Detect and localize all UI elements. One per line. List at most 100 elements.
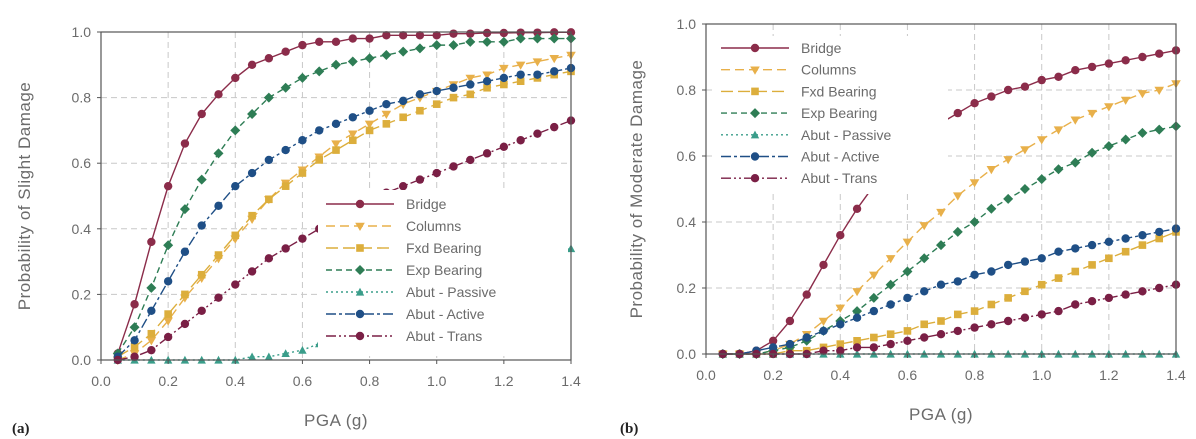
y-tick-label: 0.4 — [677, 214, 697, 230]
data-point — [550, 122, 559, 132]
axes-frame — [705, 23, 1177, 355]
series-exp-bearing — [112, 33, 576, 359]
data-point — [515, 61, 526, 70]
data-point — [936, 280, 946, 289]
data-point — [331, 59, 341, 70]
legend-label: Columns — [801, 62, 856, 78]
data-point — [785, 339, 795, 349]
legend: Bridge Columns Fxd Bearing Exp Bearing Abut … — [318, 190, 568, 356]
y-tick-label: 0.4 — [72, 221, 92, 237]
data-point — [869, 271, 879, 280]
data-point — [398, 96, 408, 106]
data-point — [1020, 82, 1030, 91]
data-point — [835, 304, 846, 313]
data-point — [970, 307, 979, 315]
data-point — [1120, 134, 1131, 145]
data-point — [1104, 293, 1114, 303]
data-point — [1155, 227, 1164, 237]
data-point — [1121, 56, 1130, 65]
data-point — [179, 204, 190, 215]
data-point — [197, 270, 206, 279]
legend-label: Fxd Bearing — [801, 83, 876, 99]
data-point — [247, 267, 257, 276]
panel-label: (b) — [620, 421, 638, 437]
data-point — [1003, 85, 1013, 95]
data-point — [869, 343, 879, 352]
data-point — [416, 106, 424, 115]
data-point — [1088, 261, 1096, 269]
data-point — [382, 31, 391, 40]
legend-marker — [750, 43, 760, 53]
legend-marker — [355, 199, 365, 209]
data-point — [482, 28, 492, 38]
data-point — [180, 139, 190, 148]
data-point — [836, 340, 845, 348]
data-point — [836, 320, 845, 329]
x-tick-label: 0.2 — [763, 367, 783, 383]
data-point — [197, 306, 206, 315]
data-point — [1104, 59, 1114, 68]
data-point — [432, 168, 441, 178]
data-point — [1019, 184, 1030, 194]
data-point — [885, 279, 896, 290]
x-axis-label: PGA (g) — [909, 405, 973, 424]
data-point — [146, 282, 157, 293]
data-point — [466, 90, 475, 99]
y-tick-label: 0.8 — [72, 90, 92, 106]
data-point — [281, 145, 290, 155]
legend-marker — [356, 244, 364, 252]
data-point — [852, 288, 862, 297]
data-point — [1037, 310, 1046, 319]
data-point — [902, 238, 913, 247]
data-point — [1053, 126, 1064, 135]
data-point — [164, 310, 172, 318]
data-point — [1121, 290, 1130, 299]
data-point — [466, 155, 475, 165]
data-point — [264, 54, 274, 63]
legend-label: Abut - Passive — [801, 127, 891, 143]
data-point — [197, 109, 206, 119]
data-point — [364, 120, 375, 129]
data-point — [952, 226, 963, 237]
data-point — [1054, 72, 1063, 82]
panel-label: (a) — [12, 421, 30, 437]
data-point — [1070, 116, 1081, 125]
data-point — [331, 140, 341, 149]
series-line — [117, 67, 572, 358]
y-tick-label: 1.0 — [72, 24, 92, 40]
data-point — [1037, 280, 1046, 289]
data-point — [802, 290, 811, 299]
data-point — [516, 28, 525, 37]
data-point — [868, 292, 879, 303]
data-point — [331, 37, 341, 47]
y-tick-label: 0.0 — [72, 352, 92, 368]
x-tick-label: 0.0 — [91, 373, 111, 389]
data-point — [1003, 193, 1014, 204]
data-point — [870, 333, 878, 342]
data-point — [768, 343, 778, 352]
data-point — [348, 113, 357, 122]
data-point — [163, 181, 173, 191]
data-point — [1020, 257, 1030, 266]
data-point — [1120, 96, 1131, 105]
data-point — [365, 34, 374, 43]
legend-label: Abut - Active — [406, 306, 485, 322]
data-point — [415, 31, 425, 40]
legend-label: Exp Bearing — [801, 105, 877, 121]
data-point — [953, 310, 962, 319]
data-point — [466, 29, 475, 38]
data-point — [1071, 66, 1080, 75]
data-point — [987, 267, 996, 276]
data-point — [1103, 141, 1114, 152]
series-line — [722, 227, 1177, 355]
data-point — [936, 240, 946, 251]
data-point — [365, 106, 374, 115]
data-point — [163, 332, 173, 342]
data-point — [499, 28, 509, 38]
data-point — [852, 343, 862, 352]
data-point — [1004, 294, 1012, 302]
data-point — [482, 71, 492, 80]
data-point — [1054, 247, 1063, 256]
legend-label: Abut - Active — [801, 149, 880, 165]
